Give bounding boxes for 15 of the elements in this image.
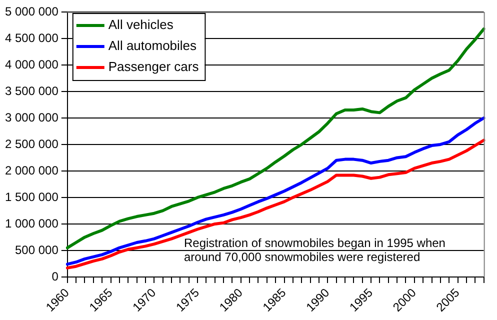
annotation: Registration of snowmobiles began in 1995 when around 70,000 snowmobiles were registered <box>184 236 446 264</box>
y-tick-label: 0 <box>52 269 59 284</box>
legend-label: All vehicles <box>108 17 174 32</box>
y-tick-label: 2 500 000 <box>4 136 59 151</box>
y-tick-label: 4 000 000 <box>4 57 59 72</box>
legend-label: All automobiles <box>108 38 198 54</box>
y-tick-label: 1 500 000 <box>4 190 59 204</box>
y-tick-label: 4 500 000 <box>4 30 59 45</box>
y-tick-label: 2 000 000 <box>4 163 59 178</box>
legend-label: Passenger cars <box>108 59 200 74</box>
y-tick-label: 3 500 000 <box>4 84 59 98</box>
y-tick-label: 500 000 <box>14 242 59 257</box>
y-tick-label: 5 000 000 <box>4 4 59 18</box>
y-tick-label: 3 000 000 <box>4 110 59 124</box>
y-tick-label: 1 000 000 <box>4 216 59 230</box>
